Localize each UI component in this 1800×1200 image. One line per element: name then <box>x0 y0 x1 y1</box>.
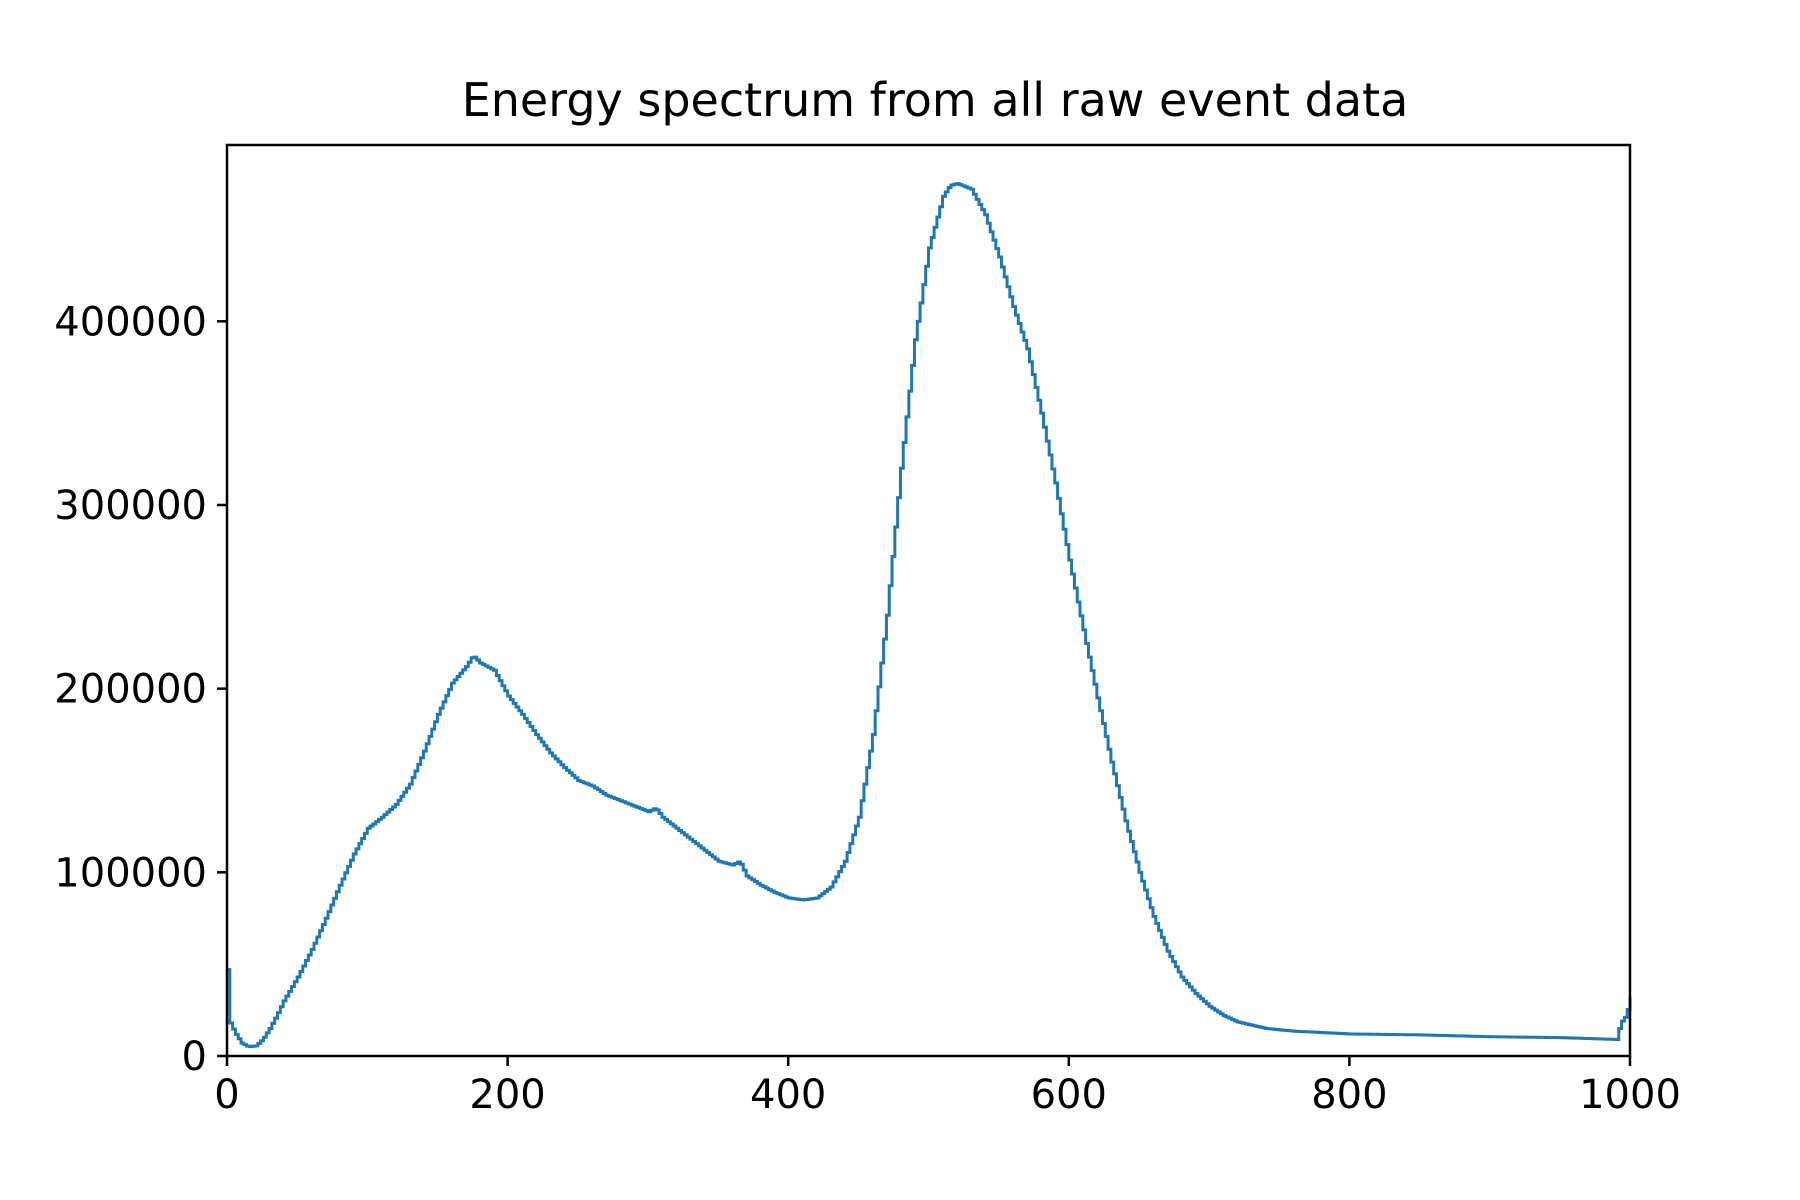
tick-layer: 0 200 400 600 800 1000 0 100000 200000 300000 4000… <box>54 299 1681 1118</box>
y-tick-label: 400000 <box>54 299 207 345</box>
x-tick-label: 600 <box>1031 1072 1107 1118</box>
spectrum-line <box>227 182 1632 1049</box>
x-tick-label: 200 <box>469 1072 545 1118</box>
plot-frame <box>225 143 1632 1058</box>
x-tick-label: 0 <box>214 1072 239 1118</box>
x-tick-label: 1000 <box>1579 1072 1681 1118</box>
y-tick-label: 300000 <box>54 483 207 529</box>
y-tick-label: 0 <box>182 1034 207 1080</box>
x-tick-label: 800 <box>1311 1072 1387 1118</box>
y-tick-label: 100000 <box>54 850 207 896</box>
chart-title: Energy spectrum from all raw event data <box>462 73 1409 127</box>
x-tick-label: 400 <box>750 1072 826 1118</box>
y-tick-label: 200000 <box>54 667 207 713</box>
